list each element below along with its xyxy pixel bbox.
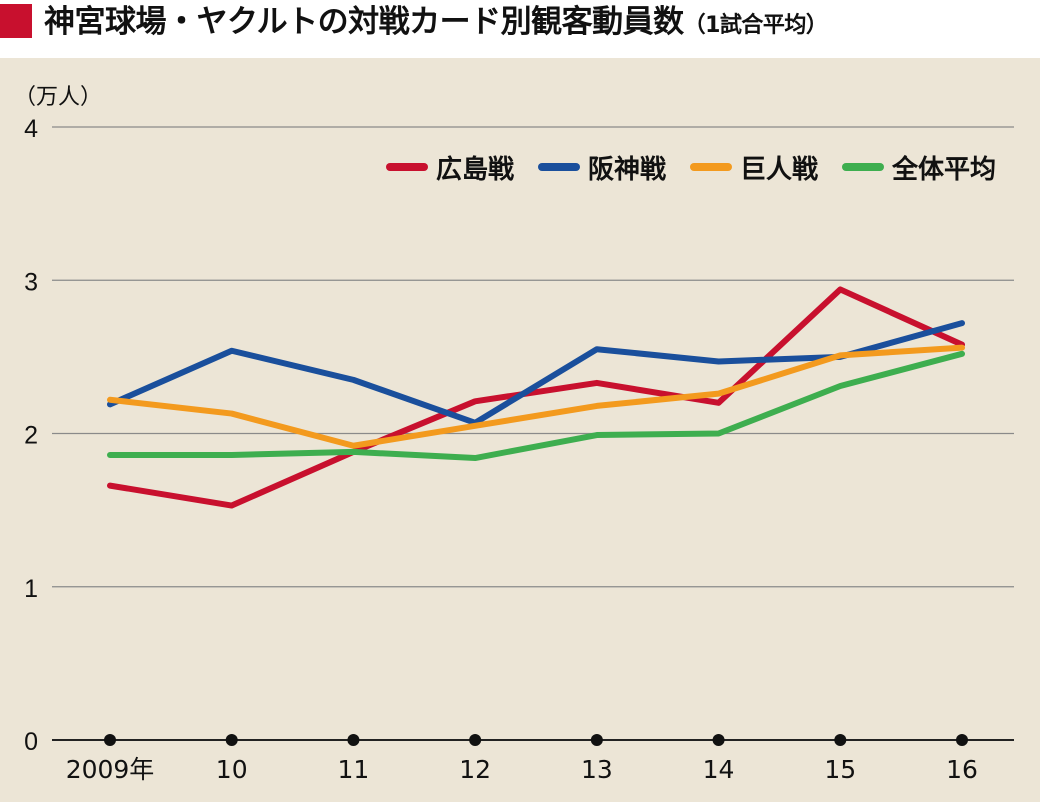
legend-swatch: [537, 163, 580, 171]
x-tick-label: 15: [824, 755, 856, 784]
x-tick-marker: [225, 734, 238, 746]
series-line-3: [107, 344, 965, 449]
legend-item: 全体平均: [841, 149, 996, 186]
series-line-4: [107, 350, 965, 462]
x-tick-label: 12: [459, 755, 491, 784]
chart-title-main: 神宮球場・ヤクルトの対戦カード別観客動員数: [44, 4, 684, 40]
plot-background: [0, 58, 1040, 802]
legend-swatch: [841, 163, 884, 171]
y-tick-label: 0: [24, 728, 38, 756]
chart-title-sub: （1試合平均）: [683, 13, 828, 38]
legend-item: 阪神戦: [537, 149, 666, 186]
x-tick-marker: [104, 734, 116, 746]
series-line-2: [107, 320, 965, 426]
x-tick-marker: [590, 734, 603, 746]
x-tick-marker: [347, 734, 360, 746]
x-tick-label: 13: [581, 755, 613, 784]
x-tick-label: 14: [703, 755, 735, 784]
x-tick-label: 10: [216, 755, 248, 784]
chart-legend: 広島戦 阪神戦 巨人戦 全体平均: [385, 149, 996, 186]
x-tick-marker: [956, 734, 968, 746]
legend-item: 広島戦: [385, 149, 514, 186]
y-tick-label: 3: [24, 268, 38, 296]
x-tick-label: 16: [946, 755, 978, 784]
legend-swatch: [385, 163, 428, 171]
legend-item: 巨人戦: [689, 149, 818, 186]
legend-label: 巨人戦: [739, 154, 818, 185]
x-tick-marker: [712, 734, 725, 746]
x-tick-label: 11: [338, 755, 370, 784]
legend-label: 広島戦: [435, 154, 514, 185]
x-tick-marker: [469, 734, 482, 746]
chart-title: 神宮球場・ヤクルトの対戦カード別観客動員数（1試合平均）: [44, 0, 828, 44]
x-tick-label: 2009年: [66, 755, 155, 784]
x-tick-marker: [834, 734, 847, 746]
legend-swatch: [689, 163, 732, 171]
y-axis-label: （万人）: [14, 85, 102, 110]
legend-label: 阪神戦: [587, 154, 666, 185]
title-accent-mark: [0, 4, 32, 38]
y-tick-label: 2: [24, 422, 38, 450]
series-line-1: [107, 286, 965, 509]
y-tick-label: 1: [24, 575, 38, 603]
y-tick-label: 4: [24, 115, 38, 143]
title-bar: 神宮球場・ヤクルトの対戦カード別観客動員数（1試合平均）: [0, 0, 1040, 58]
legend-label: 全体平均: [891, 154, 996, 185]
